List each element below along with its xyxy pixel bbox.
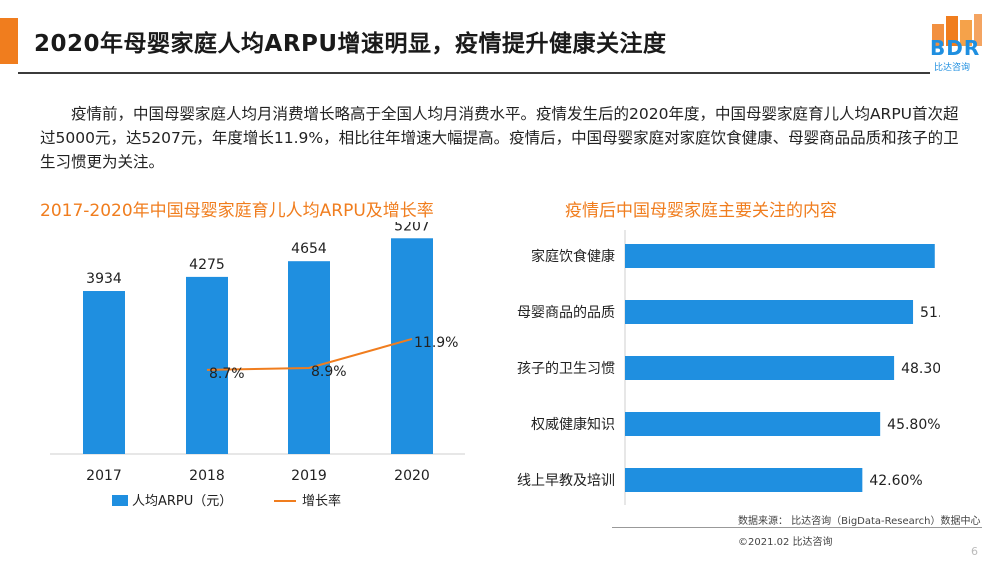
title-accent-bar (0, 18, 18, 64)
arpu-bar (391, 238, 433, 454)
concern-bar (625, 468, 863, 492)
arpu-bar-label: 3934 (86, 271, 122, 287)
concern-category-label: 家庭饮食健康 (531, 248, 615, 265)
growth-rate-label: 8.7% (209, 366, 245, 382)
legend-arpu-label: 人均ARPU（元） (132, 494, 232, 509)
data-source: 数据来源： 比达咨询（BigData-Research）数据中心 (738, 516, 981, 527)
concern-value-label: 42.60% (869, 473, 922, 489)
page-title: 2020年母婴家庭人均ARPU增速明显，疫情提升健康关注度 (34, 31, 667, 57)
arpu-bar (288, 261, 330, 454)
footer-divider (612, 527, 982, 528)
legend-growth-label: 增长率 (302, 493, 341, 509)
concern-bar (625, 300, 914, 324)
arpu-bar-label: 4275 (189, 257, 225, 273)
bdr-building-logo-icon (932, 14, 982, 46)
x-tick-label: 2017 (86, 468, 122, 484)
arpu-bar (83, 291, 125, 454)
growth-rate-line (206, 338, 413, 371)
arpu-bar-label: 5207 (394, 222, 430, 234)
arpu-bar-label: 4654 (291, 241, 327, 257)
logo-name: BDR (930, 36, 981, 60)
concern-category-label: 母婴商品的品质 (517, 305, 615, 321)
concern-chart-title: 疫情后中国母婴家庭主要关注的内容 (565, 201, 837, 221)
concern-value-label: 51.70% (920, 305, 940, 321)
logo-subtitle: 比达咨询 (934, 63, 971, 73)
concern-value-label: 45.80% (887, 417, 940, 433)
concern-bar (625, 356, 895, 380)
growth-rate-label: 8.9% (311, 364, 347, 380)
arpu-chart-title: 2017-2020年中国母婴家庭育儿人均ARPU及增长率 (40, 201, 434, 221)
concern-category-label: 线上早教及培训 (517, 473, 615, 489)
x-tick-label: 2019 (291, 468, 327, 484)
concern-category-label: 孩子的卫生习惯 (517, 360, 615, 377)
concern-bar-chart: 家庭饮食健康55.60%母婴商品的品质51.70%孩子的卫生习惯48.30%权威… (517, 230, 940, 505)
title-divider (18, 72, 930, 74)
arpu-growth-chart: 3934 2017 4275 2018 4654 2019 5207 2020 8.7% 8.9%… (50, 222, 465, 509)
growth-rate-label: 11.9% (414, 335, 458, 351)
concern-value-label: 48.30% (901, 361, 940, 377)
intro-paragraph: 疫情前，中国母婴家庭人均月消费增长略高于全国人均月消费水平。疫情发生后的2020… (40, 105, 959, 171)
legend-arpu-swatch (112, 495, 128, 506)
x-tick-label: 2020 (394, 468, 430, 484)
concern-category-label: 权威健康知识 (531, 416, 615, 433)
page-number: 6 (971, 545, 978, 558)
arpu-bar (186, 276, 228, 454)
x-tick-label: 2018 (189, 468, 225, 484)
concern-bar (625, 244, 935, 268)
concern-bar (625, 412, 881, 436)
copyright: ©2021.02 比达咨询 (738, 537, 833, 548)
